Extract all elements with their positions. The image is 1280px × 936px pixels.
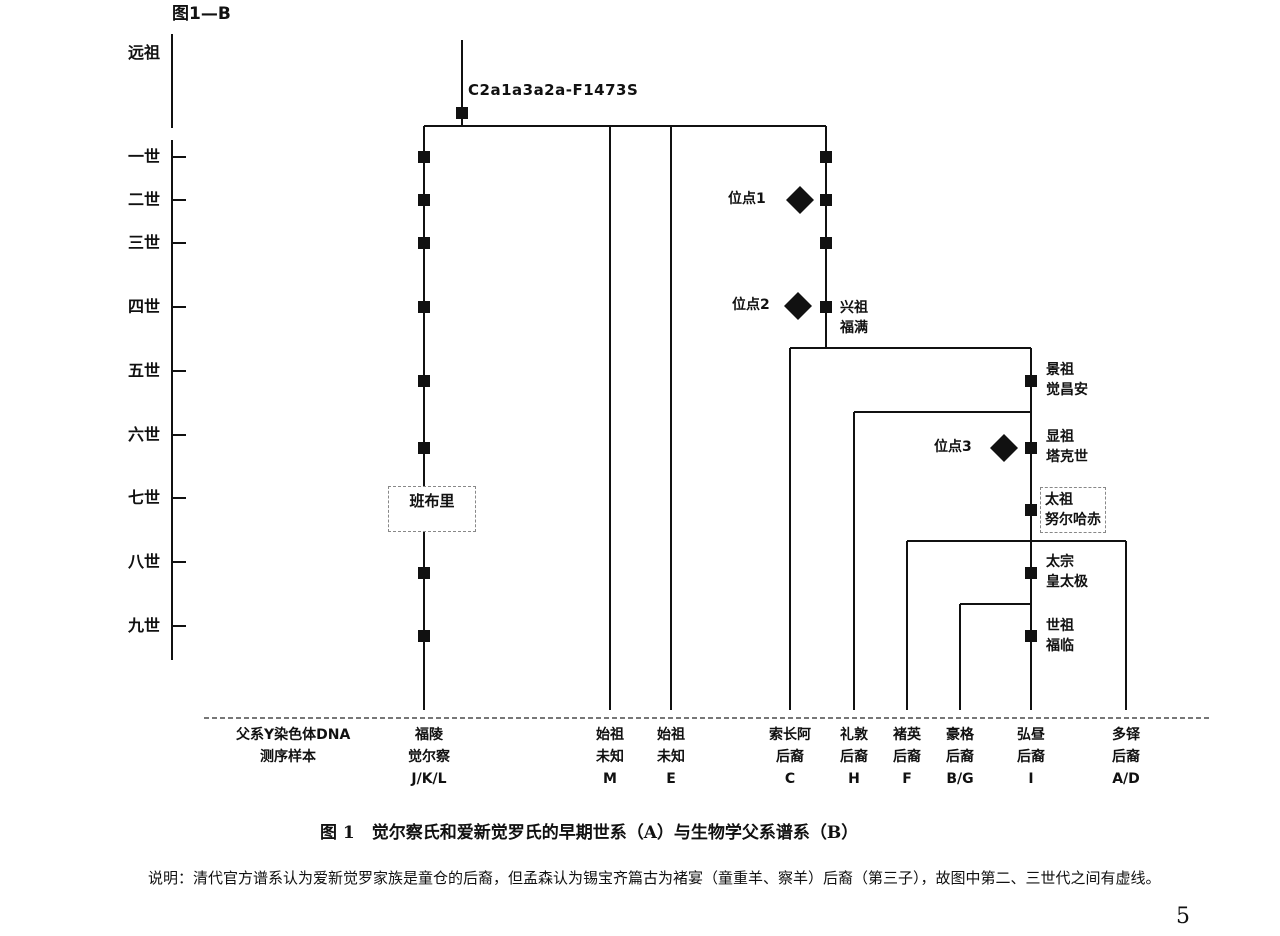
sample-axis-label: 父系Y染色体DNA 测序样本 [236, 727, 351, 765]
site3-diamond [990, 434, 1018, 462]
node-juercha-gen2 [418, 194, 430, 206]
node-aisin-gen2 [820, 194, 832, 206]
node-haplogroup [456, 107, 468, 119]
site2-diamond [784, 292, 812, 320]
node-label-shizu: 世祖 福临 [1046, 618, 1074, 654]
node-aisin-gen7 [1025, 504, 1037, 516]
generation-3: 三世 [128, 233, 161, 252]
generation-1: 一世 [128, 147, 161, 166]
site1-diamond [786, 186, 814, 214]
site2-label: 位点2 [732, 297, 770, 313]
generation-7: 七世 [128, 488, 161, 507]
node-label-taizu: 太祖 努尔哈赤 [1040, 487, 1106, 533]
figure-label: 图1—B [172, 4, 231, 24]
generation-8: 八世 [128, 552, 161, 571]
sample-label-juercha: 福陵 觉尔察 J/K/L [408, 727, 450, 787]
node-label-jingzu: 景祖 觉昌安 [1046, 362, 1088, 398]
node-juercha-gen6 [418, 442, 430, 454]
generation-2: 二世 [128, 190, 161, 209]
node-aisin-gen9 [1025, 630, 1037, 642]
generation-4: 四世 [128, 297, 161, 316]
node-aisin-gen3 [820, 237, 832, 249]
node-label-taizong: 太宗 皇太极 [1046, 554, 1088, 590]
sample-label-c: 索长阿 后裔 C [769, 727, 811, 787]
node-aisin-gen1 [820, 151, 832, 163]
sample-label-bg: 豪格 后裔 B/G [946, 727, 974, 787]
sample-label-m: 始祖 未知 M [596, 727, 624, 787]
node-aisin-gen6 [1025, 442, 1037, 454]
node-aisin-gen5 [1025, 375, 1037, 387]
page-number: 5 [1176, 904, 1190, 929]
banbuli-box: 班布里 [388, 486, 476, 532]
node-juercha-gen8 [418, 567, 430, 579]
sample-label-h: 礼敦 后裔 H [840, 727, 868, 787]
generation-5: 五世 [128, 361, 161, 380]
node-juercha-gen3 [418, 237, 430, 249]
generation-ancestor: 远祖 [128, 43, 161, 62]
node-aisin-gen8 [1025, 567, 1037, 579]
node-juercha-gen1 [418, 151, 430, 163]
haplogroup-label: C2a1a3a2a-F1473S [468, 81, 639, 99]
figure-note: 说明：清代官方谱系认为爱新觉罗家族是童仓的后裔，但孟森认为锡宝齐篇古为褚宴（童重… [148, 869, 1161, 887]
sample-label-f: 褚英 后裔 F [893, 727, 921, 787]
sample-label-i: 弘昼 后裔 I [1017, 727, 1045, 787]
node-juercha-gen5 [418, 375, 430, 387]
generation-6: 六世 [128, 425, 161, 444]
sample-label-ad: 多铎 后裔 A/D [1112, 727, 1140, 787]
node-juercha-gen9 [418, 630, 430, 642]
figure-caption: 图 1 觉尔察氏和爱新觉罗氏的早期世系（A）与生物学父系谱系（B） [320, 823, 859, 843]
sample-label-e: 始祖 未知 E [657, 727, 685, 787]
generation-9: 九世 [128, 616, 161, 635]
node-label-xingzu: 兴祖 福满 [840, 300, 868, 336]
node-juercha-gen4 [418, 301, 430, 313]
site3-label: 位点3 [934, 439, 972, 455]
node-aisin-gen4 [820, 301, 832, 313]
node-label-xianzu: 显祖 塔克世 [1046, 429, 1088, 465]
site1-label: 位点1 [728, 191, 766, 207]
